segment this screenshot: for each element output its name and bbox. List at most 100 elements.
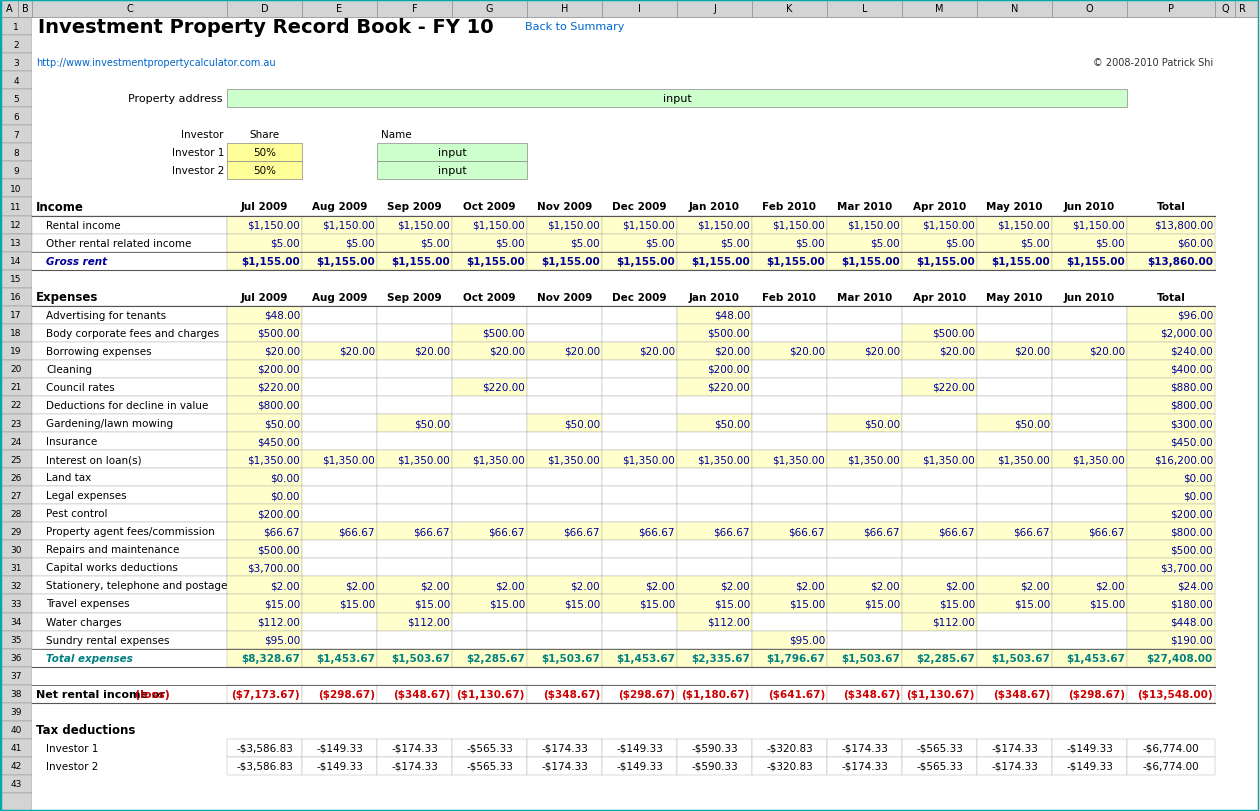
Bar — [752, 631, 827, 649]
Bar — [0, 703, 31, 721]
Bar — [452, 397, 528, 414]
Bar — [1053, 451, 1127, 469]
Bar — [302, 739, 376, 757]
Bar — [677, 342, 752, 360]
Text: $1,150.00: $1,150.00 — [997, 221, 1050, 230]
Bar — [901, 594, 977, 613]
Text: 15: 15 — [10, 275, 21, 284]
Text: 31: 31 — [10, 563, 21, 573]
Text: 3: 3 — [13, 58, 19, 67]
Text: 8: 8 — [13, 148, 19, 157]
Bar — [528, 757, 602, 775]
Bar — [31, 252, 227, 270]
Bar — [302, 414, 376, 432]
Bar — [752, 379, 827, 397]
Bar — [752, 397, 827, 414]
Bar — [827, 757, 901, 775]
Bar — [376, 594, 452, 613]
Text: $95.00: $95.00 — [263, 635, 300, 645]
Text: Jan 2010: Jan 2010 — [689, 202, 740, 212]
Text: 27: 27 — [10, 491, 21, 500]
Bar — [752, 577, 827, 594]
Bar — [528, 504, 602, 522]
Bar — [227, 504, 302, 522]
Text: Total: Total — [1157, 292, 1186, 303]
Text: $66.67: $66.67 — [1013, 526, 1050, 537]
Bar — [677, 631, 752, 649]
Text: ($348.67): ($348.67) — [993, 689, 1050, 699]
Bar — [0, 577, 31, 594]
Bar — [977, 649, 1053, 667]
Bar — [31, 18, 1259, 36]
Bar — [302, 757, 376, 775]
Text: $112.00: $112.00 — [257, 616, 300, 627]
Text: ($348.67): ($348.67) — [393, 689, 449, 699]
Text: I: I — [638, 4, 641, 14]
Text: 12: 12 — [10, 221, 21, 230]
Text: 21: 21 — [10, 383, 21, 392]
Text: $60.00: $60.00 — [1177, 238, 1212, 248]
Bar — [752, 414, 827, 432]
Bar — [677, 541, 752, 559]
Text: $1,150.00: $1,150.00 — [772, 221, 825, 230]
Bar — [977, 414, 1053, 432]
Bar — [227, 379, 302, 397]
Bar — [227, 90, 1127, 108]
Bar — [677, 432, 752, 451]
Bar — [376, 144, 528, 162]
Bar — [677, 684, 752, 703]
Text: Dec 2009: Dec 2009 — [612, 292, 667, 303]
Bar — [31, 739, 227, 757]
Bar — [901, 451, 977, 469]
Bar — [1053, 360, 1127, 379]
Text: $13,800.00: $13,800.00 — [1153, 221, 1212, 230]
Bar — [452, 649, 528, 667]
Text: $2.00: $2.00 — [495, 581, 525, 590]
Text: $5.00: $5.00 — [646, 238, 675, 248]
Bar — [677, 252, 752, 270]
Text: Stationery, telephone and postage: Stationery, telephone and postage — [47, 581, 228, 590]
Text: 28: 28 — [10, 509, 21, 518]
Text: $1,453.67: $1,453.67 — [1066, 653, 1126, 663]
Text: $20.00: $20.00 — [264, 346, 300, 356]
Bar — [0, 36, 31, 54]
Text: $1,150.00: $1,150.00 — [697, 221, 750, 230]
Text: $1,350.00: $1,350.00 — [622, 454, 675, 465]
Text: -$149.33: -$149.33 — [616, 743, 663, 753]
Text: Property agent fees/commission: Property agent fees/commission — [47, 526, 215, 537]
Bar — [376, 414, 452, 432]
Bar — [977, 451, 1053, 469]
Text: 7: 7 — [13, 131, 19, 139]
Bar — [827, 487, 901, 504]
Bar — [452, 487, 528, 504]
Bar — [31, 360, 227, 379]
Text: $20.00: $20.00 — [864, 346, 900, 356]
Bar — [827, 559, 901, 577]
Bar — [901, 342, 977, 360]
Text: Name: Name — [381, 130, 412, 140]
Bar — [602, 649, 677, 667]
Bar — [977, 397, 1053, 414]
Text: ($13,548.00): ($13,548.00) — [1137, 689, 1212, 699]
Bar — [31, 234, 227, 252]
Text: $400.00: $400.00 — [1171, 364, 1212, 375]
Text: 35: 35 — [10, 635, 21, 644]
Bar — [528, 559, 602, 577]
Bar — [677, 451, 752, 469]
Bar — [302, 504, 376, 522]
Bar — [1127, 469, 1215, 487]
Bar — [528, 414, 602, 432]
Text: 50%: 50% — [253, 148, 276, 158]
Bar — [302, 252, 376, 270]
Bar — [752, 559, 827, 577]
Bar — [677, 469, 752, 487]
Bar — [677, 487, 752, 504]
Text: $500.00: $500.00 — [933, 328, 974, 338]
Bar — [31, 541, 227, 559]
Bar — [227, 307, 302, 324]
Bar — [1127, 432, 1215, 451]
Text: 29: 29 — [10, 527, 21, 536]
Bar — [376, 631, 452, 649]
Bar — [302, 613, 376, 631]
Text: Borrowing expenses: Borrowing expenses — [47, 346, 151, 356]
